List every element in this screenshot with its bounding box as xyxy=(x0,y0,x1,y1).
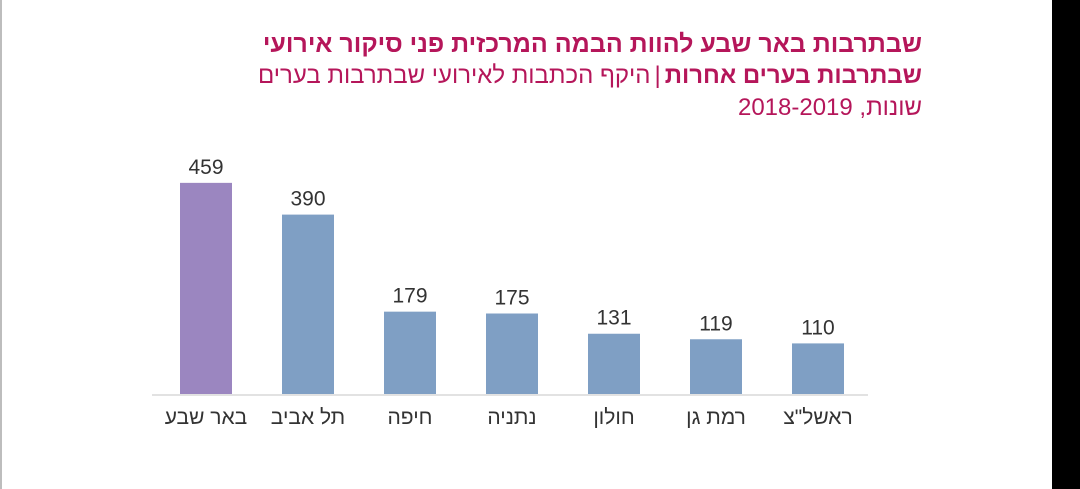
bar-value-label: 131 xyxy=(596,307,631,330)
bar xyxy=(588,333,640,394)
bar-value-label: 119 xyxy=(699,312,732,335)
chart-subtitle-separator: | xyxy=(654,62,661,89)
bar xyxy=(792,343,844,394)
category-label: ראשל"צ xyxy=(783,406,852,429)
chart-heading: שבתרבות באר שבע להוות הבמה המרכזית פני ס… xyxy=(258,28,922,124)
bar-value-label: 459 xyxy=(188,156,223,179)
category-label: רמת גן xyxy=(686,406,746,429)
bar xyxy=(282,214,334,394)
bar-chart: 459 באר שבע 390 תל אביב 179 חיפה 175 נתניה 131 חו… xyxy=(152,156,868,429)
bar xyxy=(180,182,232,394)
bar xyxy=(486,313,538,394)
chart-years: שונות, 2018-2019 xyxy=(737,94,922,121)
bar xyxy=(690,339,742,394)
category-label: חיפה xyxy=(388,406,433,429)
category-label: באר שבע xyxy=(165,406,248,429)
category-label: חולון xyxy=(593,406,634,429)
chart-frame: שבתרבות באר שבע להוות הבמה המרכזית פני ס… xyxy=(0,0,1052,489)
bar-value-label: 179 xyxy=(392,285,427,308)
bar xyxy=(384,311,436,394)
bar-value-label: 390 xyxy=(290,188,325,211)
chart-subtitle: שבתרבות בערים אחרות|היקף הכתבות לאירועי … xyxy=(258,60,922,92)
category-label: נתניה xyxy=(487,406,536,429)
bar-value-label: 175 xyxy=(494,287,529,310)
bar-value-label: 110 xyxy=(801,316,834,339)
chart-subtitle-rest: היקף הכתבות לאירועי שבתרבות בערים xyxy=(258,62,651,89)
category-label: תל אביב xyxy=(271,406,345,429)
chart-subtitle-bold: שבתרבות בערים אחרות xyxy=(664,62,922,89)
chart-title: שבתרבות באר שבע להוות הבמה המרכזית פני ס… xyxy=(262,30,922,58)
